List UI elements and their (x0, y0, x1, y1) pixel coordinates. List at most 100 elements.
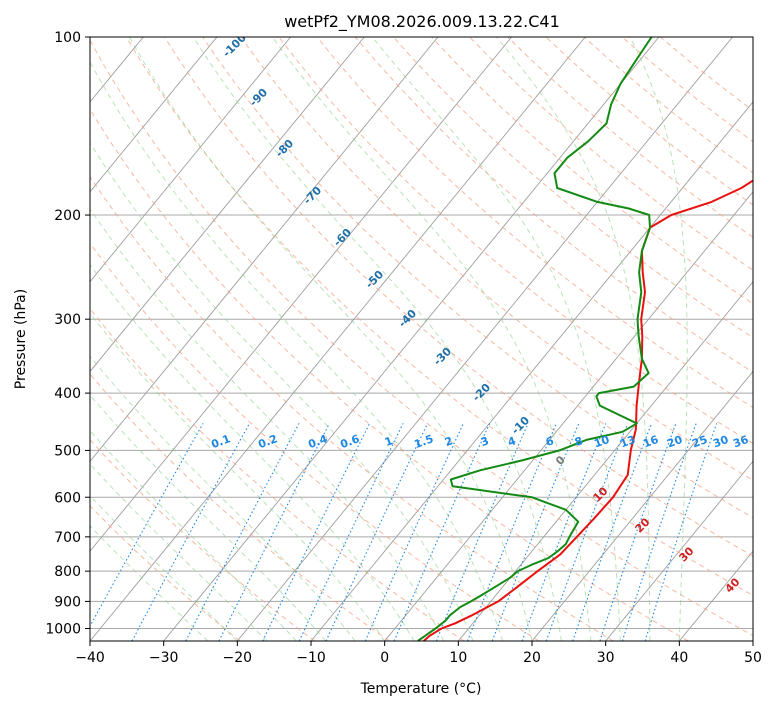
mixing-ratio-line (572, 423, 653, 641)
moist-adiabat-line (192, 37, 562, 641)
mixing-ratio-label: 36 (731, 433, 750, 451)
moist-adiabat-line (90, 525, 209, 641)
plot-frame (89, 36, 754, 642)
isotherm-line (90, 37, 439, 463)
isotherm-line (457, 280, 753, 641)
mixing-ratio-label: 0.6 (338, 432, 361, 451)
moist-adiabat-line (371, 37, 621, 641)
moist-adiabat-label: 40 (723, 575, 743, 595)
mixing-ratio-label: 4 (506, 434, 518, 449)
dry-adiabat-line (90, 242, 540, 641)
dry-adiabat-line (125, 37, 753, 596)
mixing-ratio-line (325, 423, 429, 641)
moist-adiabat-line (629, 37, 688, 641)
mixing-ratio-line (90, 423, 204, 628)
dewpoint-trace (417, 37, 653, 641)
temperature-trace (423, 179, 753, 641)
dry-adiabat-label: -90 (247, 86, 270, 109)
x-tick-label: 10 (449, 650, 467, 666)
y-axis-label: Pressure (hPa) (13, 289, 29, 389)
mixing-ratio-line (466, 423, 557, 641)
x-tick-label: 0 (380, 650, 389, 666)
isotherm-line (531, 370, 753, 641)
dry-adiabat-label: 0 (553, 453, 568, 468)
isotherm-line (90, 37, 218, 193)
dry-adiabat-line (90, 439, 316, 641)
dry-adiabat-label: -70 (301, 184, 324, 207)
isotherm-line (678, 550, 753, 641)
isotherm-line (90, 37, 291, 283)
x-tick-label: −10 (296, 650, 326, 666)
y-tick-label: 600 (54, 490, 81, 506)
mixing-ratio-line (218, 423, 330, 641)
dry-adiabat-line (469, 37, 753, 271)
y-tick-label: 200 (54, 208, 81, 224)
moist-adiabat-line (90, 394, 327, 641)
isotherm-line (384, 191, 753, 641)
mixing-ratio-label: 20 (665, 433, 684, 451)
y-tick-label: 500 (54, 443, 81, 459)
dry-adiabat-line (354, 37, 753, 373)
mixing-ratio-line (262, 423, 371, 641)
dry-adiabat-label: -100 (220, 31, 249, 60)
dry-adiabat-label: -40 (396, 307, 419, 330)
moist-adiabat-line (90, 264, 415, 641)
mixing-ratio-label: 0.1 (209, 432, 232, 451)
y-tick-label: 900 (54, 594, 81, 610)
dry-adiabat-label: -30 (431, 345, 454, 368)
moist-adiabat-line (90, 430, 297, 641)
dry-adiabat-line (621, 37, 753, 143)
y-tick-label: 400 (54, 386, 81, 402)
mixing-ratio-label: 25 (690, 433, 709, 450)
x-tick-label: −30 (149, 650, 179, 666)
x-tick-label: 20 (523, 650, 541, 666)
isotherm-line (310, 101, 753, 641)
moist-adiabat-line (90, 494, 238, 641)
dry-adiabat-line (90, 505, 241, 641)
isotherm-line (90, 37, 586, 641)
y-tick-label: 800 (54, 564, 81, 580)
mixing-ratio-line (185, 423, 300, 641)
dry-adiabat-line (90, 373, 390, 641)
x-tick-label: −20 (223, 650, 253, 666)
mixing-ratio-line (298, 423, 404, 641)
dry-adiabat-line (316, 37, 753, 409)
mixing-ratio-label: 8 (573, 434, 585, 449)
dry-adiabat-line (90, 175, 614, 641)
moist-adiabat-line (90, 312, 386, 641)
moist-adiabat-line (271, 37, 592, 641)
y-tick-label: 300 (54, 312, 81, 328)
x-tick-label: −40 (75, 650, 105, 666)
moist-adiabat-label: 20 (633, 515, 653, 535)
isotherm-line (752, 640, 753, 641)
x-axis-label: Temperature (°C) (360, 681, 482, 697)
chart-title: wetPf2_YM08.2026.009.13.22.C41 (284, 12, 560, 32)
moist-adiabat-line (128, 37, 533, 641)
dry-adiabat-line (240, 37, 753, 481)
y-tick-label: 100 (54, 30, 81, 46)
mixing-ratio-line (364, 423, 464, 641)
dry-adiabat-line (90, 108, 689, 641)
mixing-ratio-label: 3 (479, 434, 491, 449)
moist-adiabat-line (90, 463, 268, 641)
x-tick-label: 50 (744, 650, 762, 666)
mixing-ratio-label: 0.2 (256, 432, 279, 451)
moist-adiabat-label: 10 (591, 484, 611, 504)
mixing-ratio-label: 1.5 (412, 432, 435, 451)
isotherm-line (0, 37, 70, 641)
moist-adiabat-line (90, 355, 356, 641)
mixing-ratio-line (491, 423, 580, 641)
mixing-ratio-label: 10 (592, 433, 611, 451)
mixing-ratio-label: 16 (641, 433, 660, 451)
mixing-ratio-label: 0.4 (306, 432, 329, 451)
isotherm-line (90, 37, 512, 552)
isotherm-line (605, 460, 753, 641)
dry-adiabat-line (90, 307, 465, 641)
x-tick-label: 30 (597, 650, 615, 666)
dry-adiabat-line (659, 37, 753, 112)
y-tick-label: 1000 (45, 621, 81, 637)
mixing-ratio-line (545, 423, 629, 641)
dry-adiabat-line (164, 37, 753, 557)
isotherm-line (163, 37, 660, 641)
isotherm-line (236, 37, 733, 641)
